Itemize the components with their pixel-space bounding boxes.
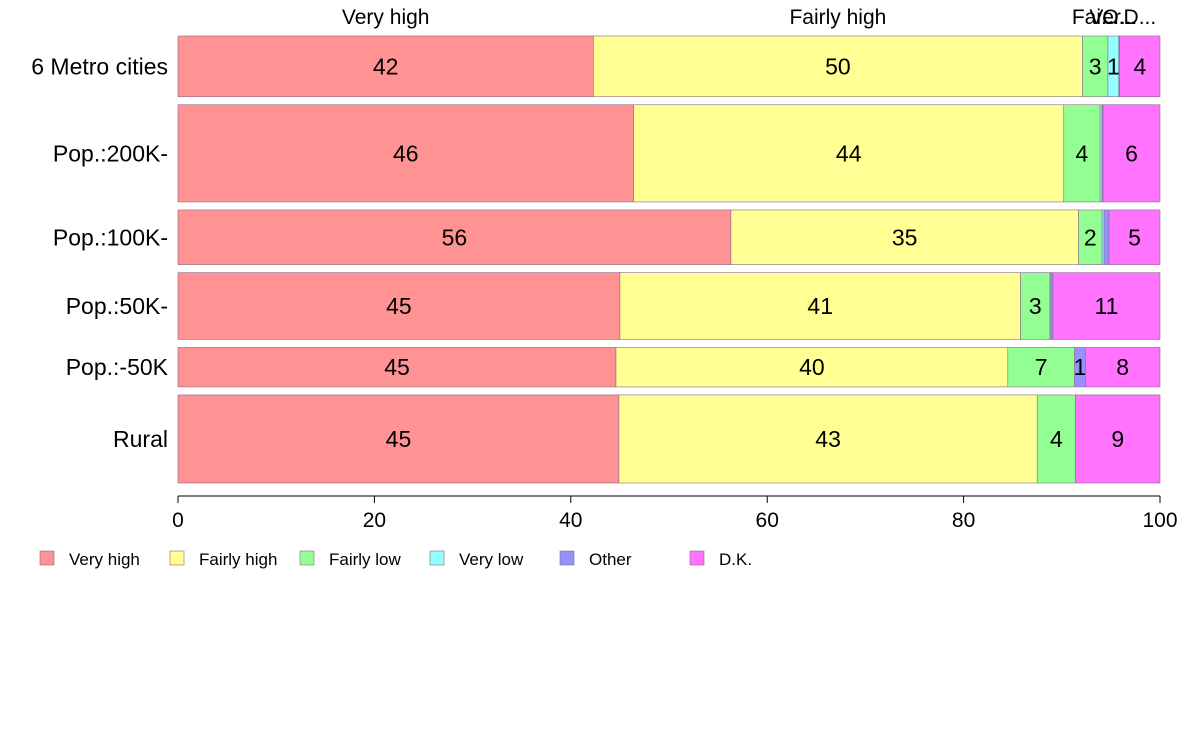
bar-value-label: 4 <box>1076 140 1089 166</box>
bar-segment <box>177 35 594 98</box>
bar-segment <box>619 272 1021 340</box>
bar-segment <box>1108 209 1161 265</box>
legend-label: D.K. <box>719 550 752 569</box>
bar-segment <box>177 347 617 388</box>
x-tick-label: 80 <box>952 509 975 532</box>
bar-segment <box>1075 394 1161 484</box>
bar-value-label: 45 <box>384 354 410 380</box>
legend-swatch <box>689 550 705 566</box>
bar-segment <box>1085 347 1161 388</box>
legend: Very high Fairly high Fairly low Very low Ot… <box>39 550 752 569</box>
bar-value-label: 3 <box>1089 53 1102 79</box>
bar-value-label: 41 <box>807 293 833 319</box>
bar-segment <box>618 394 1038 484</box>
x-tick-label: 20 <box>363 509 386 532</box>
bar-segment <box>593 35 1083 98</box>
legend-swatch <box>429 550 445 566</box>
bar-value-label: 2 <box>1084 224 1097 250</box>
legend-label: Fairly low <box>329 550 402 569</box>
category-label: Pop.:-50K <box>66 354 169 380</box>
x-axis: 0 20 40 60 80 100 <box>172 495 1178 532</box>
legend-swatch <box>559 550 575 566</box>
bar-segment <box>633 104 1065 203</box>
legend-label: Very high <box>69 550 140 569</box>
top-series-label: Fairly high <box>789 6 886 29</box>
top-series-label: O... <box>1102 6 1136 29</box>
bar-value-label: 46 <box>393 140 419 166</box>
legend-swatch <box>299 550 315 566</box>
category-label: Pop.:200K- <box>53 140 168 166</box>
bar-segment <box>177 272 621 340</box>
bar-value-label: 6 <box>1125 140 1138 166</box>
bar-value-label: 9 <box>1111 426 1124 452</box>
bar-segment <box>1103 209 1110 265</box>
bar-value-label: 43 <box>815 426 841 452</box>
category-label: Pop.:100K- <box>53 224 168 250</box>
bar-segment <box>1082 35 1109 98</box>
top-series-label: D... <box>1124 6 1157 29</box>
x-tick-label: 0 <box>172 509 184 532</box>
bar-value-label: 4 <box>1050 426 1063 452</box>
y-axis-labels: 6 Metro cities Pop.:200K- Pop.:100K- Pop.:5… <box>31 53 168 452</box>
bar-value-label: 42 <box>373 53 399 79</box>
legend-label: Very low <box>459 550 524 569</box>
bar-segment <box>177 104 634 203</box>
x-tick-label: 60 <box>756 509 779 532</box>
bar-value-label: 40 <box>799 354 825 380</box>
legend-label: Other <box>589 550 632 569</box>
top-category-labels: Very high Fairly high Fai...Ver...O...D... <box>342 6 1156 29</box>
bar-segment <box>177 209 732 265</box>
bar-segment <box>177 394 620 484</box>
top-series-label: Fai... <box>1072 6 1119 29</box>
category-label: Pop.:50K- <box>66 293 168 319</box>
bar-value-label: 35 <box>892 224 918 250</box>
bar-value-label: 11 <box>1095 293 1119 319</box>
legend-label: Fairly high <box>199 550 277 569</box>
bar-value-label: 1 <box>1107 53 1120 79</box>
legend-swatch <box>39 550 55 566</box>
bar-segment <box>1036 394 1076 484</box>
bar-segment <box>1007 347 1075 388</box>
legend-swatch <box>169 550 185 566</box>
category-label: Rural <box>113 426 168 452</box>
bar-value-label: 44 <box>836 140 862 166</box>
bar-value-label: 4 <box>1133 53 1146 79</box>
bar-value-label: 8 <box>1116 354 1129 380</box>
top-series-label: Ver... <box>1089 6 1137 29</box>
category-label: 6 Metro cities <box>31 53 168 79</box>
x-tick-label: 100 <box>1142 509 1177 532</box>
top-series-label: Very high <box>342 6 430 29</box>
bar-segment <box>615 347 1009 388</box>
bar-value-label: 7 <box>1035 354 1048 380</box>
bar-value-label: 1 <box>1074 354 1087 380</box>
bar-value-label: 45 <box>386 426 412 452</box>
bar-segment <box>1119 35 1161 98</box>
bar-value-label: 3 <box>1029 293 1042 319</box>
bar-value-label: 5 <box>1128 224 1141 250</box>
bar-value-label: 45 <box>386 293 412 319</box>
bar-value-label: 56 <box>442 224 468 250</box>
bar-segment <box>730 209 1079 265</box>
bar-segment <box>1102 104 1161 203</box>
bar-value-label: 50 <box>825 53 851 79</box>
bar-segment <box>1020 272 1051 340</box>
bar-segment <box>1052 272 1161 340</box>
x-tick-label: 40 <box>559 509 582 532</box>
